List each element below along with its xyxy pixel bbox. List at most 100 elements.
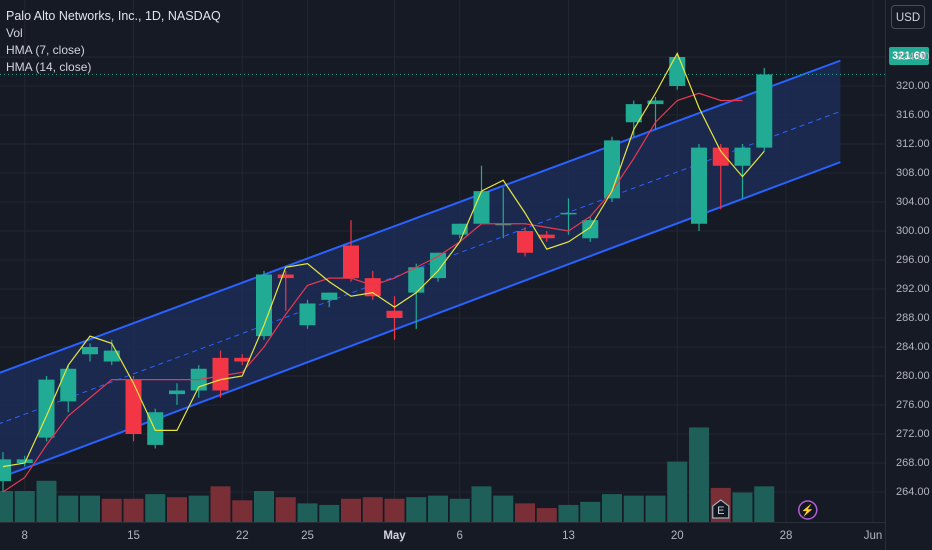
candle [169,383,185,405]
volume-bar [471,486,492,522]
y-tick-label: 280.00 [896,370,930,382]
x-tick-label: 8 [21,530,28,542]
volume-bar [341,498,361,522]
hma7-line [2,51,765,468]
candle-body [299,303,316,326]
volume-bar [449,498,470,522]
candle-body [212,357,229,391]
candle [212,350,229,398]
candle-body [538,234,555,239]
last-price-label: 321.60 [889,47,929,65]
volume-bar [602,494,622,522]
volume-bar [362,497,383,522]
volume-bar [297,503,318,522]
candle [669,53,686,90]
volume-bar [580,501,601,522]
candle [343,220,359,282]
volume-bar [515,503,535,522]
volume-bar [188,495,209,522]
candle [60,365,77,413]
volume-bar [0,491,13,522]
legend-vol: Vol [6,26,23,40]
candle [517,227,533,257]
candle-body [277,274,294,279]
volume-bar [428,495,448,522]
candle-body [343,245,359,279]
x-tick-label: Jun [863,530,883,542]
y-tick-label: 324.00 [896,51,930,63]
candle-body [669,57,686,86]
volume-bar [623,495,644,522]
candle [38,376,55,442]
y-tick-label: 296.00 [896,254,930,266]
candle [386,296,403,340]
earnings-marker-shape [712,499,730,519]
volume-bar [14,491,35,522]
y-tick-label: 312.00 [896,138,930,150]
currency-button[interactable]: USD [891,5,925,29]
y-tick-label: 288.00 [896,312,930,324]
candle-body [169,390,185,395]
candle-body [560,212,577,215]
volume-bar [232,500,253,522]
candle [734,144,751,199]
candle-body [234,357,251,362]
x-tick-label: 13 [562,530,575,542]
candle [0,452,11,492]
candle-body [647,100,664,105]
y-tick-label: 268.00 [896,457,930,469]
y-tick-label: 264.00 [896,486,930,498]
volume-bar [254,491,274,522]
event-label: ⚡ [801,504,815,517]
chart-legend: Palo Alto Networks, Inc., 1D, NASDAQ Vol… [6,8,221,76]
x-tick-label: May [383,530,406,542]
y-tick-label: 284.00 [896,341,930,353]
dividend-marker-shape [798,500,818,520]
candle-body [691,147,707,224]
y-tick-label: 292.00 [896,283,930,295]
candle [16,455,33,467]
channel-lower-line [0,161,841,479]
volume-bar [689,427,709,522]
volume-bar [493,495,514,522]
hma14-line [2,92,743,493]
y-tick-label: 304.00 [896,196,930,208]
volume-bar [123,498,144,522]
candle [473,165,490,224]
earnings-icon: E [712,499,730,519]
volume-bar [58,495,79,522]
candle [560,198,577,235]
candle-body [430,252,446,279]
candle [256,270,272,340]
candle-body [408,267,425,293]
volume-bar [167,497,187,522]
volume-bar [754,486,775,522]
candle [82,343,98,362]
volume-bar [667,461,688,522]
candle-body [473,191,490,224]
candle-body [517,231,533,253]
candle-body [604,140,620,199]
candle-body [16,459,33,463]
candle-body [756,74,773,148]
candle-body [582,220,599,239]
legend-title: Palo Alto Networks, Inc., 1D, NASDAQ [6,9,221,23]
y-tick-label: 308.00 [896,167,930,179]
candle [625,100,642,137]
candle-body [256,274,272,337]
candle-body [712,147,729,166]
y-tick-label: 300.00 [896,225,930,237]
dividend-icon: ⚡ [798,500,818,520]
volume-bar [36,480,57,522]
volume-bar [732,492,753,522]
candle [408,263,425,329]
candle-body [386,310,403,318]
candle [538,231,555,242]
legend-hma7: HMA (7, close) [6,43,85,57]
volume-bar [645,495,666,522]
volume-bar [536,508,557,522]
event-label: E [717,505,724,517]
candle [647,96,664,130]
x-tick-label: 28 [779,530,793,542]
